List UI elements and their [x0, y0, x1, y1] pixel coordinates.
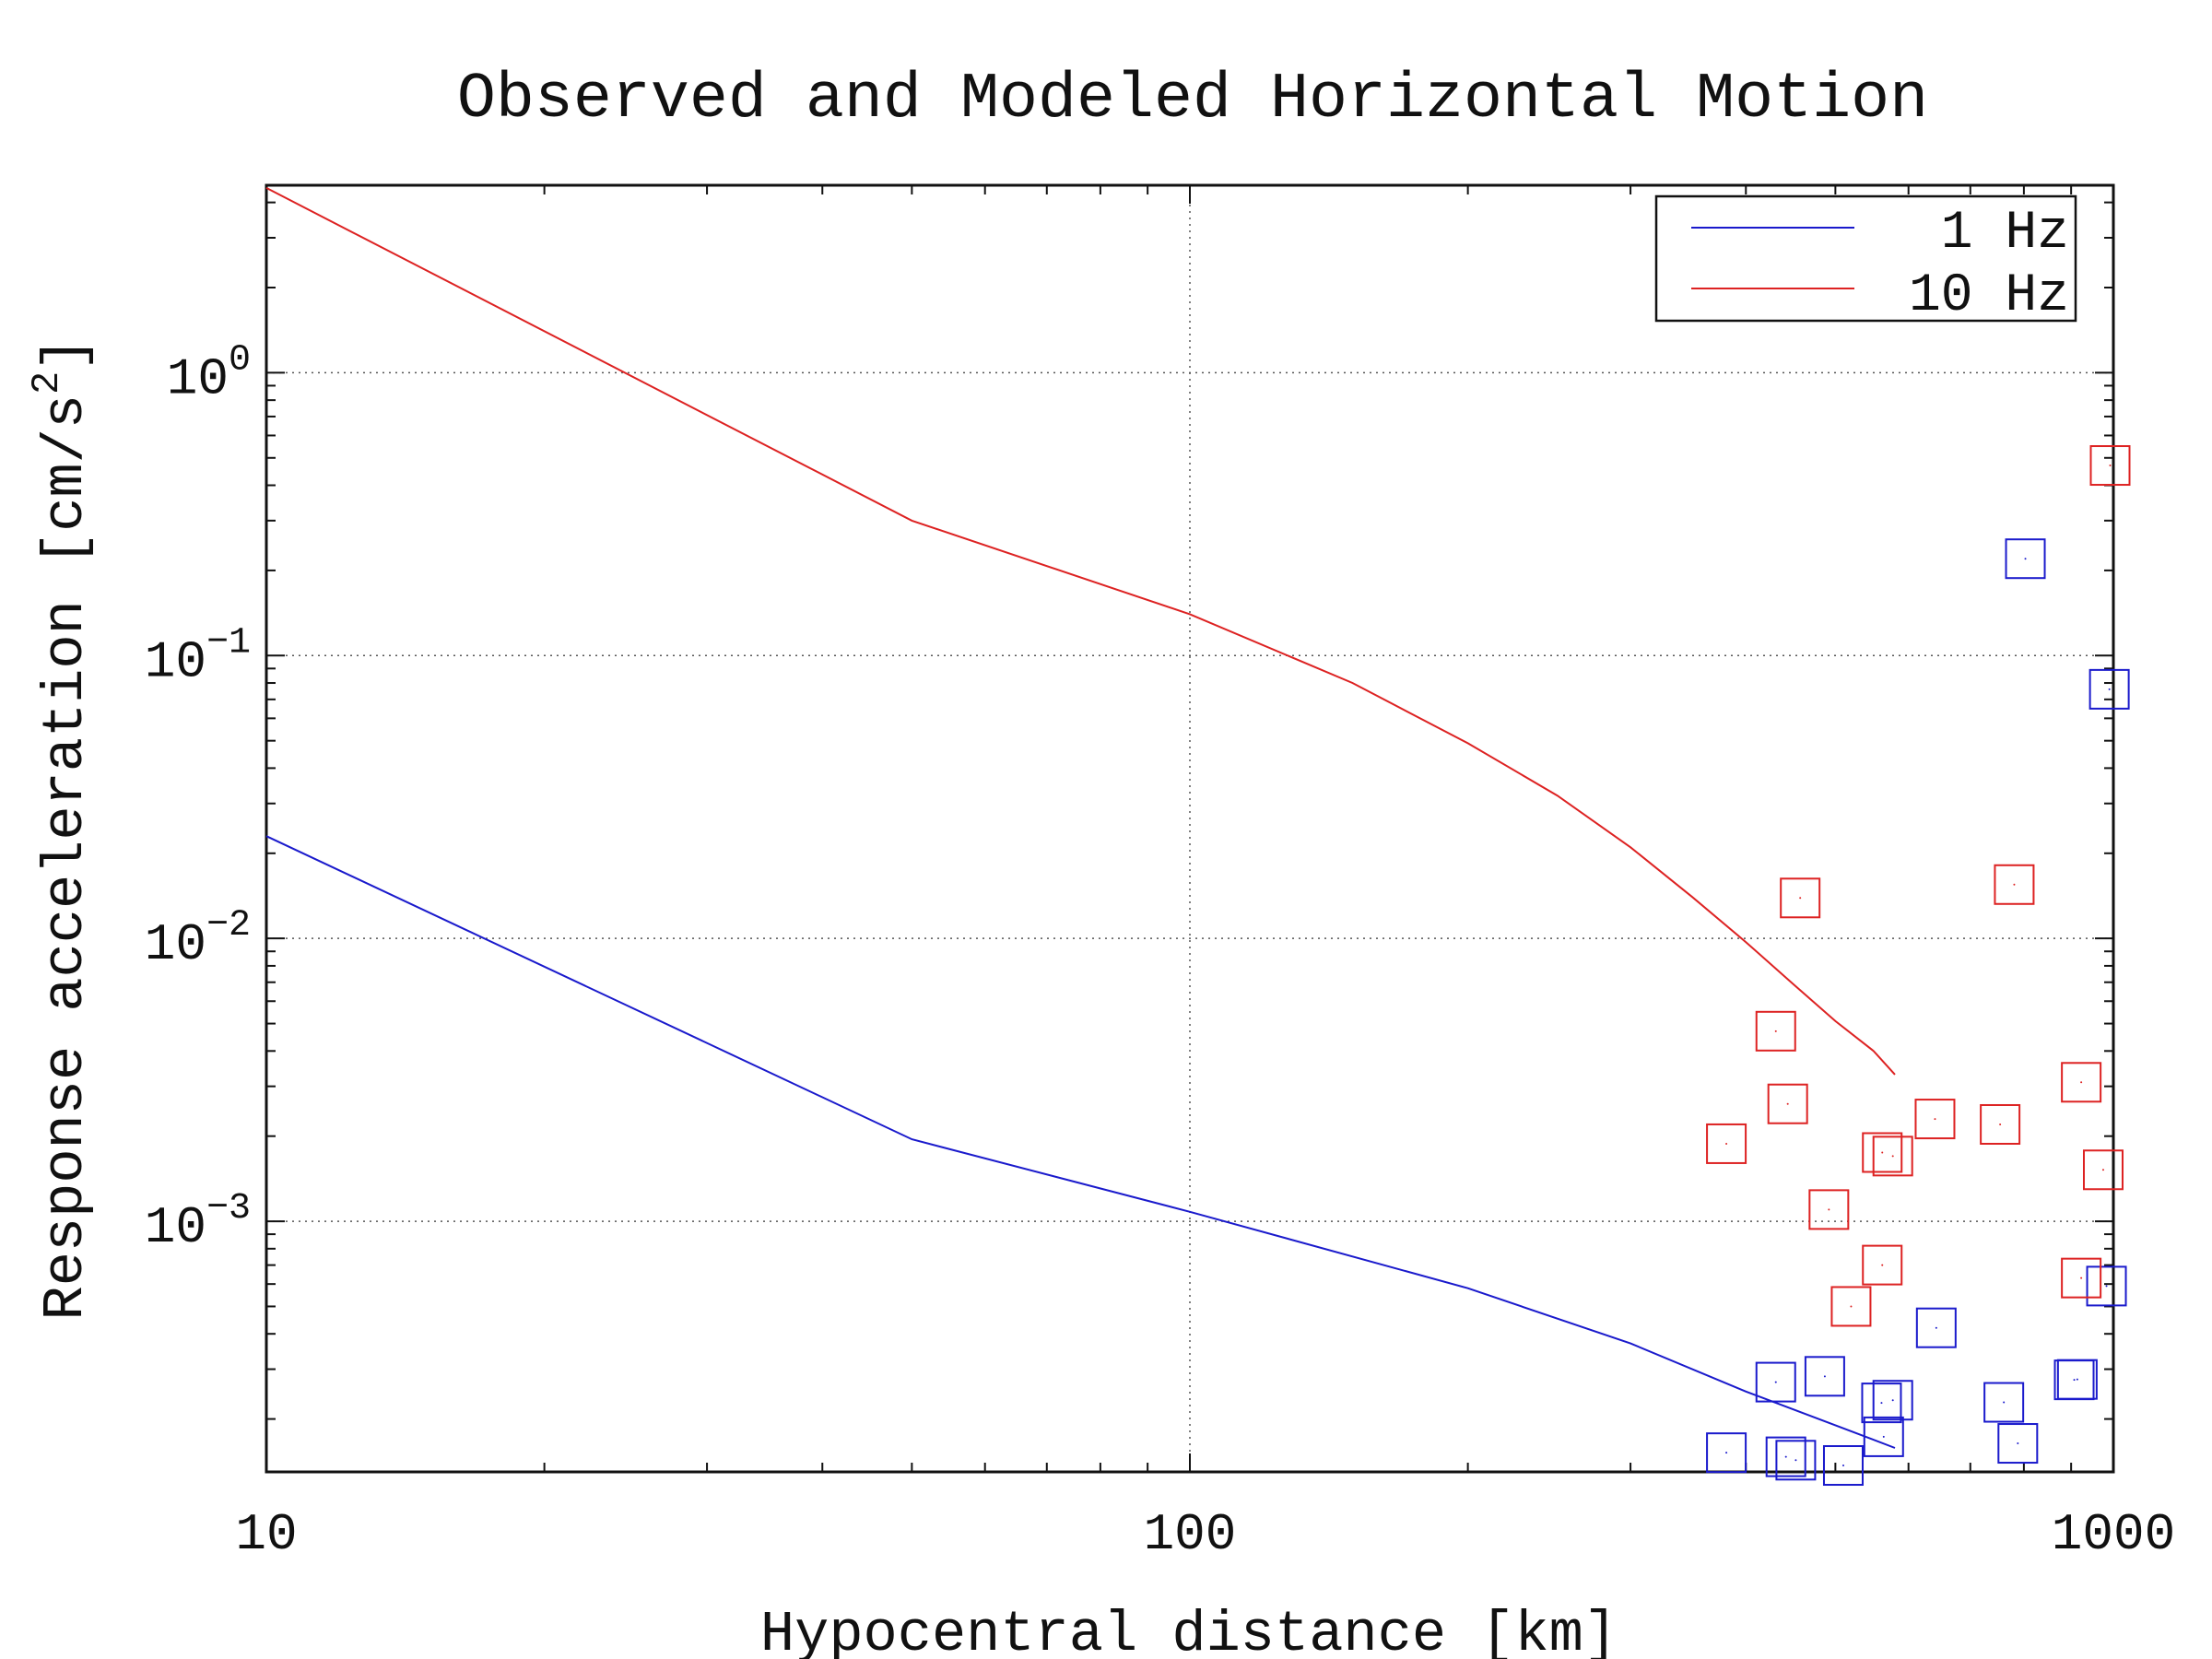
model-curve-1hz: [265, 835, 1896, 1449]
observed-point-center: [1999, 1123, 2002, 1125]
observed-point-10hz: [1830, 1286, 1872, 1327]
legend-box: [1654, 194, 2077, 323]
observed-point-center: [1891, 1399, 1894, 1402]
observed-point-1hz: [1997, 1423, 2039, 1465]
observed-point-center: [1935, 1326, 1937, 1329]
observed-point-center: [1774, 1030, 1777, 1032]
observed-points: [1706, 209, 2131, 1487]
observed-point-center: [1891, 1155, 1894, 1158]
observed-point-1hz: [1765, 1436, 1806, 1477]
observed-point-1hz: [1983, 1382, 2025, 1423]
observed-point-1hz: [1804, 1356, 1845, 1397]
observed-point-center: [2024, 558, 2027, 560]
observed-point-10hz: [1994, 864, 2035, 905]
observed-point-center: [1880, 1402, 1883, 1405]
y-tick-label: 10−2: [145, 905, 251, 974]
observed-point-1hz: [2088, 668, 2130, 710]
y-tick-label: 10−3: [145, 1188, 251, 1257]
plot-frame: [265, 183, 2115, 1474]
y-axis-label-close: ]: [33, 336, 99, 371]
x-tick-labels: 10 100 1000: [235, 1505, 2175, 1564]
observed-point-center: [2017, 1442, 2019, 1445]
model-curve-10hz: [265, 187, 1896, 1076]
y-tick-labels: 100 10−1 10−2 10−3: [145, 339, 251, 1257]
observed-point-center: [1725, 1142, 1728, 1145]
observed-point-center: [1725, 1452, 1728, 1454]
observed-point-center: [2013, 883, 2016, 886]
grid-lines: [266, 185, 2113, 1472]
observed-point-10hz: [1808, 1189, 1850, 1230]
observed-point-center: [1882, 1435, 1885, 1438]
observed-point-10hz: [2061, 1062, 2102, 1103]
x-tick-label: 10: [235, 1505, 297, 1564]
observed-point-10hz: [1914, 1099, 1956, 1140]
x-tick-label: 100: [1144, 1505, 1237, 1564]
observed-point-center: [1850, 1305, 1853, 1308]
observed-point-10hz: [2089, 445, 2131, 487]
observed-point-center: [2109, 465, 2112, 467]
observed-point-10hz: [1980, 1103, 2021, 1145]
observed-point-center: [1794, 1459, 1797, 1462]
observed-point-10hz: [2082, 1149, 2124, 1191]
observed-point-1hz: [1822, 1445, 1864, 1487]
model-curves: [265, 187, 1896, 1449]
observed-point-center: [2108, 688, 2111, 690]
observed-point-center: [1774, 1381, 1777, 1383]
observed-point-1hz: [2005, 538, 2046, 580]
observed-point-1hz: [1863, 1416, 1904, 1457]
observed-point-1hz: [2086, 1265, 2127, 1307]
observed-point-10hz: [1872, 1135, 1913, 1177]
legend: 1 Hz 10 Hz: [1654, 194, 2077, 326]
observed-point-10hz: [1780, 877, 1821, 919]
legend-label-10hz: 10 Hz: [1909, 266, 2069, 326]
observed-point-center: [2073, 1379, 2076, 1382]
y-axis-label: Response acceleration [cm/s2]: [25, 336, 99, 1320]
observed-point-center: [2003, 1401, 2006, 1404]
observed-point-10hz: [1755, 1010, 1796, 1052]
observed-point-center: [2105, 1285, 2108, 1288]
observed-point-1hz: [1755, 1361, 1796, 1403]
observed-point-1hz: [1861, 1382, 1902, 1424]
y-axis-label-main: Response acceleration [cm/s: [33, 394, 99, 1321]
observed-point-center: [1934, 1118, 1936, 1121]
observed-point-center: [1799, 897, 1802, 900]
observed-point-center: [1881, 1264, 1884, 1266]
observed-point-center: [2076, 1378, 2078, 1381]
y-tick-label: 100: [167, 339, 251, 408]
observed-point-1hz: [1706, 1432, 1747, 1474]
x-axis-label: Hypocentral distance [km]: [760, 1602, 1618, 1659]
y-axis-label-superscript: 2: [25, 371, 69, 394]
legend-label-1hz: 1 Hz: [1941, 204, 2069, 264]
observed-point-center: [2080, 1081, 2083, 1084]
observed-point-1hz: [1872, 1380, 1913, 1421]
observed-point-10hz: [2061, 1257, 2102, 1299]
observed-point-10hz: [1706, 1123, 1747, 1164]
observed-point-center: [1786, 1102, 1789, 1105]
observed-point-center: [1841, 1465, 1844, 1467]
observed-point-center: [2080, 1277, 2083, 1279]
y-tick-label: 10−1: [145, 622, 251, 691]
observed-point-center: [1828, 1208, 1830, 1211]
observed-point-10hz: [1862, 1244, 1903, 1286]
observed-point-center: [1823, 1375, 1826, 1378]
observed-point-10hz: [1862, 1132, 1903, 1173]
observed-point-1hz: [1915, 1307, 1957, 1348]
observed-point-center: [1784, 1455, 1787, 1458]
chart-title: Observed and Modeled Horizontal Motion: [457, 64, 1928, 136]
axis-ticks: [265, 185, 2114, 1472]
x-tick-label: 1000: [2052, 1505, 2175, 1564]
observed-point-10hz: [1767, 1083, 1808, 1124]
observed-point-center: [2101, 1169, 2104, 1171]
observed-point-center: [1881, 1151, 1884, 1154]
observed-point-1hz: [2056, 1359, 2098, 1400]
observed-point-1hz: [1775, 1440, 1817, 1481]
